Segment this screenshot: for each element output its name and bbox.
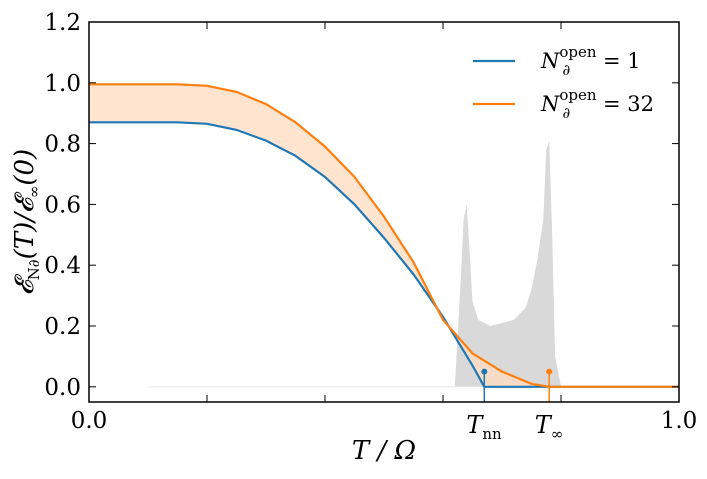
series-line-2 [89,83,679,388]
y-tick-label: 1.0 [44,71,81,97]
series-line-1 [89,121,679,388]
y-axis-title-rest: (T)/𝓔 [10,191,40,259]
x-tick-label-start: 0.0 [71,408,108,434]
y-axis-title-end: (0) [10,149,40,186]
plot-area [89,83,679,402]
y-tick-label: 0.4 [44,253,81,279]
y-axis-title-sub: N∂ [25,259,43,280]
marker-label-tnn-sub: nn [482,425,502,443]
legend-label-series-2-sub: ∂ [563,104,571,122]
band-fill [89,84,550,387]
legend-label-series-1-sup: open [559,43,597,61]
legend-label-series-1: Nopen ∂ = 1 [540,43,641,79]
y-tick-label: 0.8 [44,132,81,158]
legend-label-series-2: Nopen ∂ = 32 [540,86,654,122]
marker-label-tnn-main: T [466,411,484,439]
marker-dot-1 [481,368,488,375]
marker-label-tnn: Tnn [466,411,502,443]
y-axis-title-sub2: ∞ [25,186,43,199]
x-tick-label-end: 1.0 [661,408,698,434]
y-tick-label: 0.0 [44,375,81,401]
marker-label-tinf-main: T [535,411,553,439]
legend-label-series-1-value: = 1 [596,49,640,73]
legend-label-series-1-sub: ∂ [563,61,571,79]
x-axis-title: T / Ω [352,436,416,466]
legend: Nopen ∂ = 1 Nopen ∂ = 32 [473,43,654,122]
y-tick-label: 1.2 [44,10,81,36]
marker-dot-2 [546,368,553,375]
plot-frame [88,21,680,403]
y-tick-label: 0.6 [44,192,81,218]
y-axis-title: 𝓔N∂(T)/𝓔∞(0) [10,149,43,295]
marker-label-tinf-sub: ∞ [551,425,564,443]
legend-label-series-1-main: N [540,49,560,73]
y-tick-label: 0.2 [44,314,81,340]
ticks: 0.0 0.2 0.4 0.6 0.8 1.0 1.2 [44,10,680,402]
marker-label-tinf: T∞ [535,411,564,443]
legend-label-series-2-main: N [540,92,560,116]
legend-label-series-2-sup: open [559,86,597,104]
spectrum-density [454,140,561,387]
legend-label-series-2-value: = 32 [596,92,654,116]
